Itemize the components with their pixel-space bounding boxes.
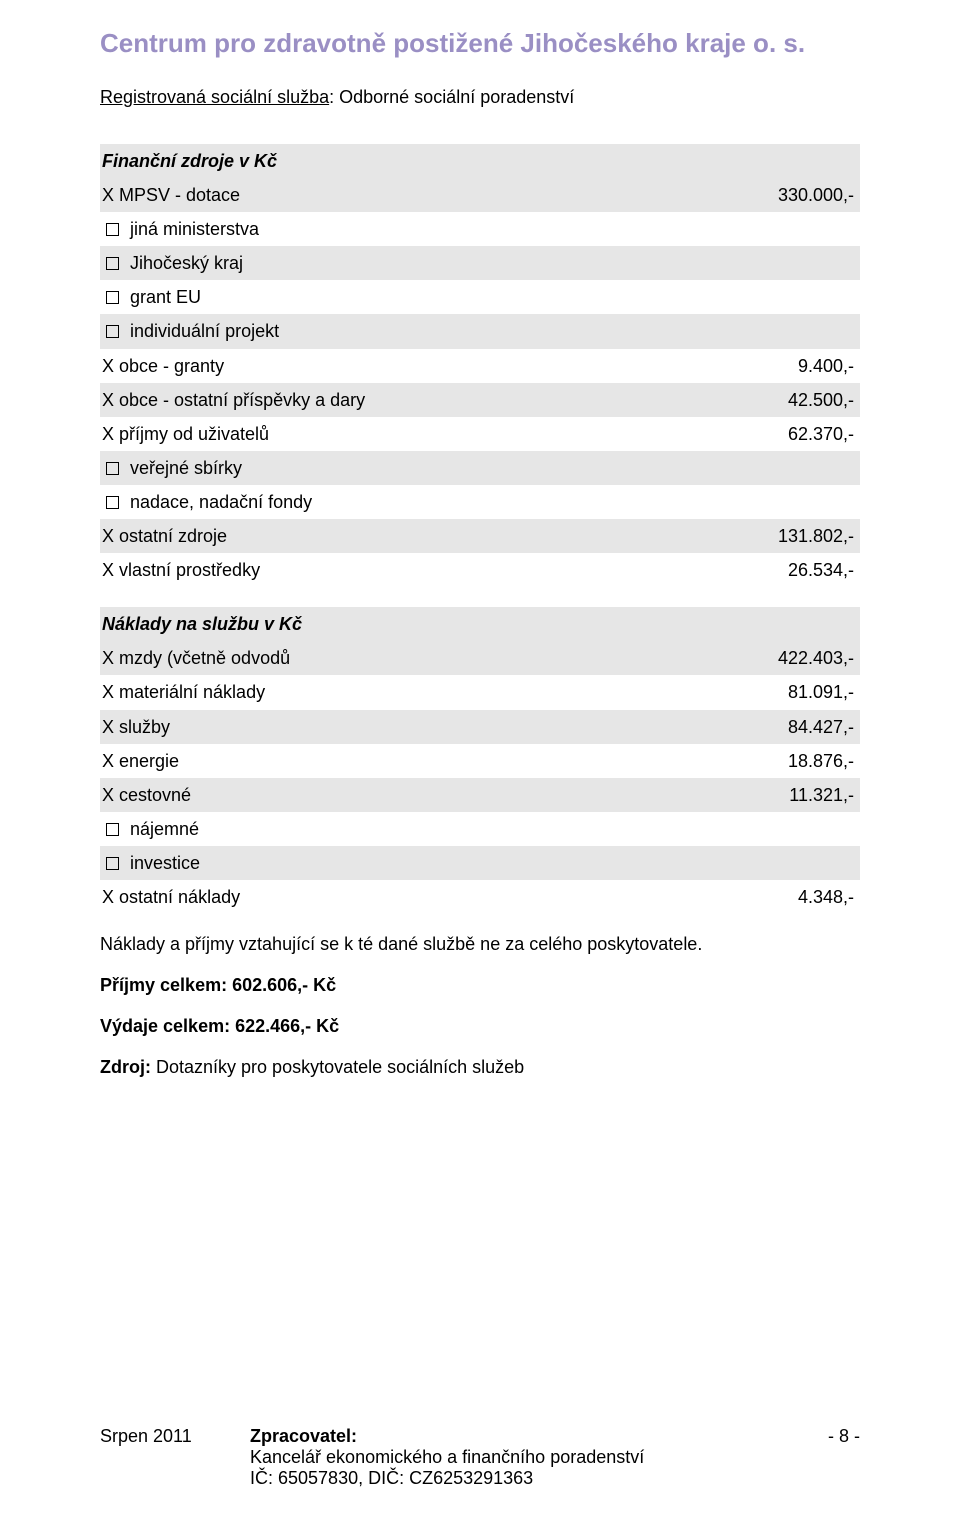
registration-value: : Odborné sociální poradenství [329,87,574,107]
row-label: X cestovné [100,778,730,812]
row-value: 42.500,- [730,383,860,417]
table-row: X cestovné11.321,- [100,778,860,812]
row-label: veřejné sbírky [100,451,730,485]
row-value [730,846,860,880]
row-label: individuální projekt [100,314,730,348]
footer-date: Srpen 2011 [100,1426,250,1447]
row-label: X materiální náklady [100,675,730,709]
registration-label: Registrovaná sociální služba [100,87,329,107]
row-value [730,246,860,280]
table-row: X MPSV - dotace330.000,- [100,178,860,212]
row-value: 26.534,- [730,553,860,587]
table-row: X služby84.427,- [100,710,860,744]
expense-total: Výdaje celkem: 622.466,- Kč [100,1016,860,1037]
row-label: X ostatní náklady [100,880,730,914]
row-value: 18.876,- [730,744,860,778]
row-label: jiná ministerstva [100,212,730,246]
costs-table: Náklady na službu v Kč X mzdy (včetně od… [100,607,860,914]
checkbox-icon [106,462,119,475]
page-title: Centrum pro zdravotně postižené Jihočesk… [100,28,860,59]
page-footer: Srpen 2011 Zpracovatel: Kancelář ekonomi… [100,1426,860,1489]
checkbox-icon [106,291,119,304]
table-row: X obce - granty9.400,- [100,349,860,383]
table-row: X mzdy (včetně odvodů422.403,- [100,641,860,675]
table-row: X vlastní prostředky26.534,- [100,553,860,587]
footer-center: Zpracovatel: Kancelář ekonomického a fin… [250,1426,800,1489]
page: Centrum pro zdravotně postižené Jihočesk… [0,0,960,1519]
row-label: X příjmy od uživatelů [100,417,730,451]
note-text: Náklady a příjmy vztahující se k té dané… [100,934,860,955]
row-label: nadace, nadační fondy [100,485,730,519]
footer-center-line2: IČ: 65057830, DIČ: CZ6253291363 [250,1468,533,1488]
source-label: Zdroj: [100,1057,151,1077]
row-label: investice [100,846,730,880]
row-value: 84.427,- [730,710,860,744]
row-label: X ostatní zdroje [100,519,730,553]
section-header: Finanční zdroje v Kč [100,144,730,178]
row-value [730,451,860,485]
row-label: grant EU [100,280,730,314]
row-value: 62.370,- [730,417,860,451]
row-value [730,485,860,519]
row-value [730,212,860,246]
section-header: Náklady na službu v Kč [100,607,730,641]
row-value: 330.000,- [730,178,860,212]
spacer [100,587,860,607]
row-value: 131.802,- [730,519,860,553]
checkbox-icon [106,823,119,836]
row-value: 422.403,- [730,641,860,675]
empty-cell [730,144,860,178]
footer-page-number: - 8 - [800,1426,860,1447]
checkbox-icon [106,325,119,338]
table-row: X energie18.876,- [100,744,860,778]
table-row: Jihočeský kraj [100,246,860,280]
table-row: X obce - ostatní příspěvky a dary42.500,… [100,383,860,417]
empty-cell [730,607,860,641]
table-row: investice [100,846,860,880]
checkbox-icon [106,223,119,236]
row-label: X energie [100,744,730,778]
source-line: Zdroj: Dotazníky pro poskytovatele sociá… [100,1057,860,1078]
footer-center-line1: Kancelář ekonomického a finančního porad… [250,1447,644,1467]
checkbox-icon [106,257,119,270]
row-value: 4.348,- [730,880,860,914]
row-label: X služby [100,710,730,744]
checkbox-icon [106,857,119,870]
table-header-row: Finanční zdroje v Kč [100,144,860,178]
row-value [730,314,860,348]
table-row: nadace, nadační fondy [100,485,860,519]
source-text: Dotazníky pro poskytovatele sociálních s… [151,1057,524,1077]
table-row: jiná ministerstva [100,212,860,246]
income-total: Příjmy celkem: 602.606,- Kč [100,975,860,996]
table-row: X příjmy od uživatelů62.370,- [100,417,860,451]
table-row: X materiální náklady81.091,- [100,675,860,709]
row-value [730,812,860,846]
row-label: Jihočeský kraj [100,246,730,280]
row-value: 11.321,- [730,778,860,812]
table-row: X ostatní zdroje131.802,- [100,519,860,553]
checkbox-icon [106,496,119,509]
table-row: veřejné sbírky [100,451,860,485]
row-label: X MPSV - dotace [100,178,730,212]
row-label: X obce - ostatní příspěvky a dary [100,383,730,417]
registration-line: Registrovaná sociální služba: Odborné so… [100,87,860,108]
row-label: X vlastní prostředky [100,553,730,587]
table-row: grant EU [100,280,860,314]
table-row: nájemné [100,812,860,846]
table-header-row: Náklady na službu v Kč [100,607,860,641]
table-row: X ostatní náklady4.348,- [100,880,860,914]
row-label: X mzdy (včetně odvodů [100,641,730,675]
row-label: nájemné [100,812,730,846]
row-label: X obce - granty [100,349,730,383]
finance-sources-table: Finanční zdroje v Kč X MPSV - dotace330.… [100,144,860,587]
row-value: 81.091,- [730,675,860,709]
table-row: individuální projekt [100,314,860,348]
row-value [730,280,860,314]
row-value: 9.400,- [730,349,860,383]
footer-center-label: Zpracovatel: [250,1426,357,1446]
